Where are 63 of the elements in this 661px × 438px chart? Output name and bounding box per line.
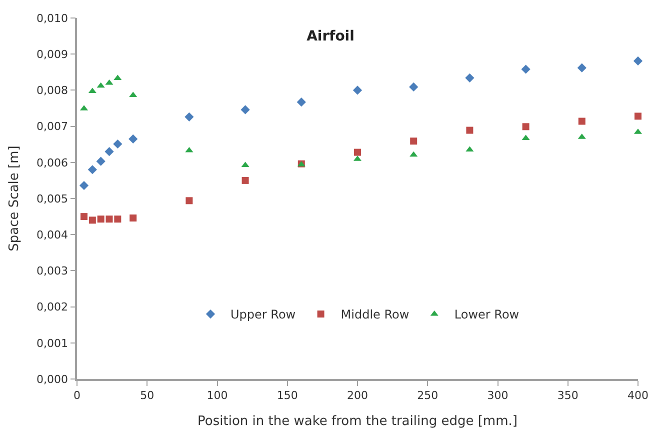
point xyxy=(241,162,250,168)
point xyxy=(88,216,96,224)
point xyxy=(410,151,418,157)
x-tick-label: 250 xyxy=(417,388,438,402)
point xyxy=(578,118,586,125)
x-tick-label: 150 xyxy=(276,388,298,402)
x-tick-label: 100 xyxy=(206,388,228,402)
x-tick-label: 350 xyxy=(557,388,578,402)
point xyxy=(521,64,530,74)
point xyxy=(130,214,137,222)
x-tick-label: 50 xyxy=(140,388,154,402)
y-tick-label: 0,005 xyxy=(36,192,68,206)
x-tick-label: 0 xyxy=(74,388,80,402)
y-tick-label: 0,004 xyxy=(36,228,68,242)
y-tick-label: 0,006 xyxy=(36,156,68,170)
x-axis-title: Position in the wake from the trailing edge [mm.] xyxy=(198,414,518,430)
y-tick-label: 0,008 xyxy=(36,84,68,98)
y-tick-label: 0,002 xyxy=(36,300,68,314)
y-axis-title: Space Scale [m] xyxy=(7,146,22,252)
y-tick-label: 0,003 xyxy=(36,264,68,278)
point xyxy=(409,82,418,92)
x-tick-label: 400 xyxy=(628,388,648,402)
text: Airfoil xyxy=(306,28,354,44)
legend-label: Lower Row xyxy=(454,308,520,322)
point xyxy=(184,112,194,122)
point xyxy=(114,216,122,223)
point xyxy=(296,98,306,107)
point xyxy=(106,216,113,223)
point xyxy=(88,88,96,94)
x-tick-label: 200 xyxy=(347,388,368,402)
point xyxy=(114,74,122,80)
point xyxy=(522,123,530,130)
point xyxy=(634,112,642,120)
legend-label: Middle Row xyxy=(340,308,410,322)
point xyxy=(577,63,586,72)
point xyxy=(96,156,106,166)
point xyxy=(633,56,643,66)
point xyxy=(410,138,418,145)
point xyxy=(466,146,474,152)
point xyxy=(79,180,89,190)
point xyxy=(186,197,193,204)
y-tick-label: 0,010 xyxy=(36,12,68,25)
y-tick-label: 0,001 xyxy=(36,336,68,350)
point xyxy=(96,82,105,88)
y-tick-label: 0,009 xyxy=(36,48,68,61)
y-tick-label: 0,007 xyxy=(36,120,68,134)
point xyxy=(465,73,474,82)
point xyxy=(113,139,122,149)
point xyxy=(80,213,88,220)
legend-label: Upper Row xyxy=(230,308,296,322)
point xyxy=(352,86,362,95)
point xyxy=(466,126,474,134)
point xyxy=(240,105,250,114)
point xyxy=(185,146,194,152)
point xyxy=(97,216,104,223)
y-tick-label: 0,000 xyxy=(36,372,68,386)
point xyxy=(105,79,114,85)
x-tick-label: 300 xyxy=(487,388,508,402)
point xyxy=(354,148,361,156)
point xyxy=(104,147,114,156)
point xyxy=(128,134,138,144)
point xyxy=(88,165,97,174)
point xyxy=(242,176,249,184)
